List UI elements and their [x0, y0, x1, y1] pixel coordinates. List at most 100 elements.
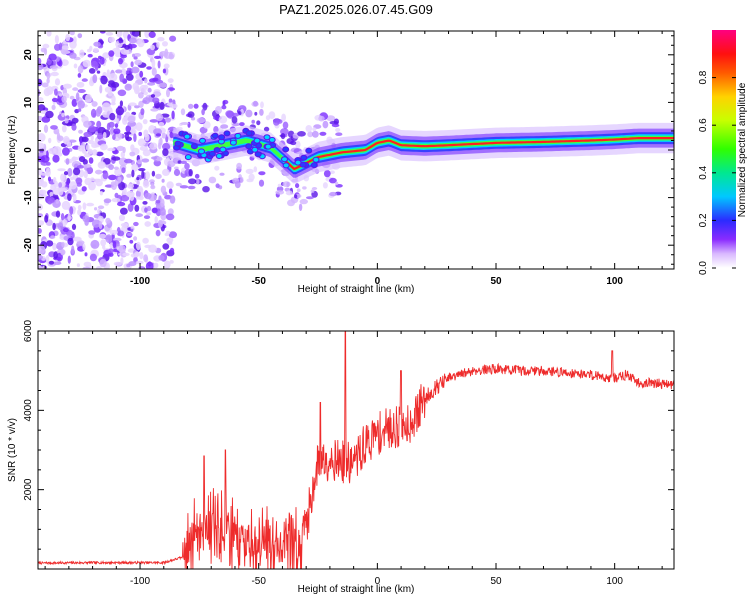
noise-speckle [148, 31, 156, 38]
ridge-clump [310, 162, 318, 169]
noise-speckle [159, 101, 165, 110]
noise-speckle [118, 214, 126, 222]
noise-speckle [143, 84, 149, 90]
transition-speckle [175, 182, 182, 187]
noise-speckle [98, 162, 105, 166]
transition-speckle [282, 181, 291, 188]
noise-speckle [111, 95, 116, 104]
ridge-clump [312, 156, 320, 163]
noise-speckle [83, 164, 92, 168]
noise-speckle [169, 260, 174, 264]
noise-speckle [157, 37, 165, 42]
colorbar-tick-label: 0.2 [698, 213, 709, 227]
noise-speckle [100, 143, 108, 151]
noise-speckle [113, 261, 123, 266]
transition-speckle [302, 186, 307, 190]
noise-speckle [144, 133, 150, 142]
noise-speckle [93, 41, 101, 47]
noise-speckle [88, 230, 96, 235]
x-tick-label: 50 [490, 276, 502, 287]
noise-speckle [38, 133, 46, 142]
transition-speckle [208, 176, 217, 184]
noise-speckle [57, 168, 66, 172]
noise-speckle [97, 205, 105, 210]
noise-speckle [77, 33, 83, 39]
noise-speckle [72, 87, 79, 91]
noise-speckle [108, 164, 114, 171]
transition-speckle [335, 127, 341, 132]
colorbar-ticks: 0.0 0.2 0.4 0.6 0.8 [698, 70, 736, 275]
transition-speckle [194, 173, 200, 179]
transition-speckle [225, 110, 234, 118]
x-tick-label: 100 [606, 276, 623, 287]
noise-speckle [132, 53, 135, 58]
transition-speckle [187, 111, 195, 118]
spectrogram-ylabel: Frequency (Hz) [7, 116, 18, 185]
noise-speckle [122, 116, 128, 125]
noise-speckle [54, 35, 60, 44]
ridge-clump [215, 153, 223, 159]
noise-speckle [85, 166, 94, 175]
noise-speckle [98, 221, 103, 230]
noise-speckle [73, 167, 81, 176]
transition-speckle [187, 185, 196, 190]
noise-speckle [151, 207, 158, 214]
noise-speckle [130, 228, 134, 232]
transition-speckle [190, 116, 196, 121]
noise-speckle [61, 112, 65, 118]
noise-speckle [53, 251, 58, 259]
noise-speckle [159, 51, 167, 56]
noise-speckle [65, 158, 70, 165]
y-tick-label: -20 [23, 238, 34, 253]
noise-speckle [134, 59, 143, 66]
noise-speckle [77, 65, 84, 74]
noise-speckle [138, 168, 146, 172]
noise-speckle [121, 167, 126, 174]
noise-speckle [61, 95, 67, 103]
noise-speckle [147, 87, 152, 93]
noise-speckle [50, 125, 58, 130]
noise-speckle [151, 58, 156, 68]
transition-speckle [253, 100, 258, 107]
noise-speckle [162, 148, 169, 157]
noise-speckle [142, 97, 151, 105]
noise-speckle [49, 65, 58, 69]
ridge-clump [281, 156, 288, 163]
noise-speckle [154, 216, 158, 224]
noise-speckle [169, 131, 174, 139]
noise-speckle [51, 97, 59, 103]
noise-speckle [109, 242, 114, 249]
noise-speckle [100, 75, 108, 85]
transition-speckle [196, 179, 200, 185]
x-tick-label: 0 [375, 576, 381, 587]
noise-speckle [57, 222, 64, 231]
noise-speckle [130, 61, 134, 68]
transition-speckle [310, 189, 315, 193]
noise-speckle [38, 57, 42, 65]
noise-speckle [168, 231, 177, 239]
transition-speckle [222, 99, 229, 105]
noise-speckle [135, 241, 141, 251]
transition-speckle [220, 124, 229, 129]
noise-speckle [84, 153, 91, 158]
x-tick-label: -50 [251, 576, 266, 587]
noise-speckle [46, 78, 50, 84]
noise-speckle [99, 84, 103, 94]
noise-speckle [77, 204, 82, 211]
transition-speckle [307, 131, 314, 138]
noise-speckle [150, 183, 155, 189]
transition-speckle [318, 115, 325, 122]
noise-speckle [119, 100, 123, 107]
noise-speckle [60, 59, 69, 66]
ridge-clump [245, 130, 253, 137]
noise-speckle [82, 202, 87, 210]
noise-speckle [129, 44, 137, 49]
colorbar-label: Normalized spectral amplitude [737, 82, 748, 217]
noise-speckle [108, 121, 115, 128]
noise-speckle [112, 134, 116, 140]
noise-speckle [51, 104, 56, 110]
noise-speckle [96, 120, 102, 129]
transition-speckle [221, 105, 227, 110]
transition-speckle [298, 203, 303, 211]
